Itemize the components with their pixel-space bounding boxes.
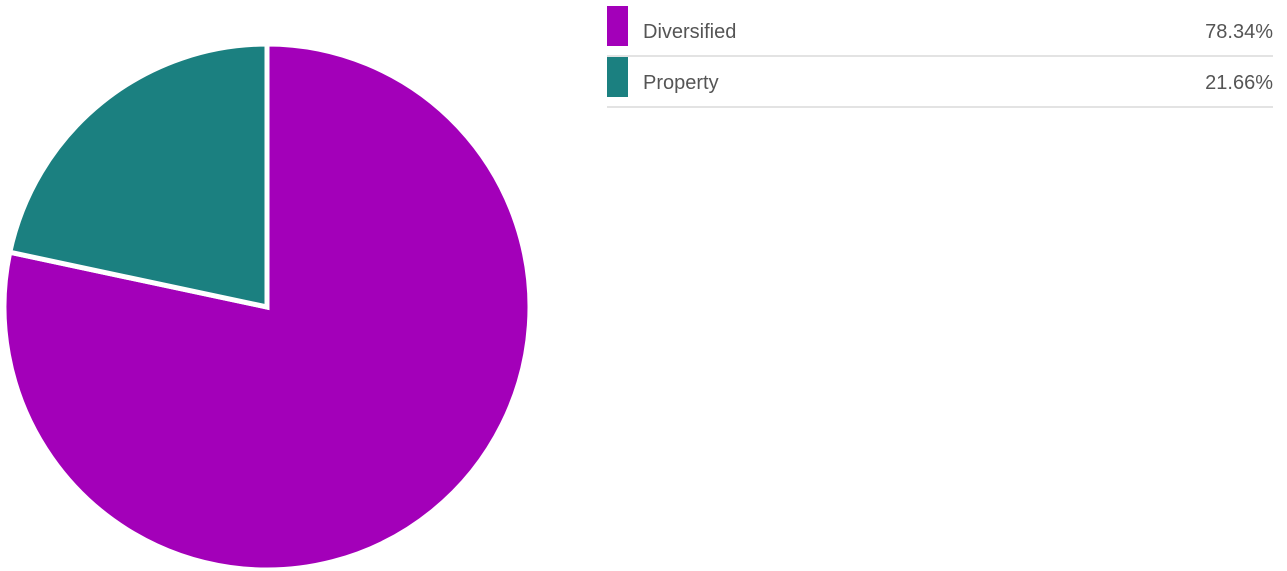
legend-swatch-property xyxy=(607,57,628,97)
legend-row-property: Property 21.66% xyxy=(607,57,1273,108)
legend-label-property: Property xyxy=(643,72,719,94)
legend: Diversified 78.34% Property 21.66% xyxy=(607,6,1273,108)
pie-slice-diversified[interactable] xyxy=(1,41,533,571)
legend-label-diversified: Diversified xyxy=(643,21,737,43)
legend-row-diversified: Diversified 78.34% xyxy=(607,6,1273,57)
pie-slice-property[interactable] xyxy=(6,41,270,311)
pie-chart xyxy=(1,41,533,571)
legend-value-property: 21.66% xyxy=(1205,72,1273,94)
legend-swatch-diversified xyxy=(607,6,628,46)
legend-value-diversified: 78.34% xyxy=(1205,21,1273,43)
